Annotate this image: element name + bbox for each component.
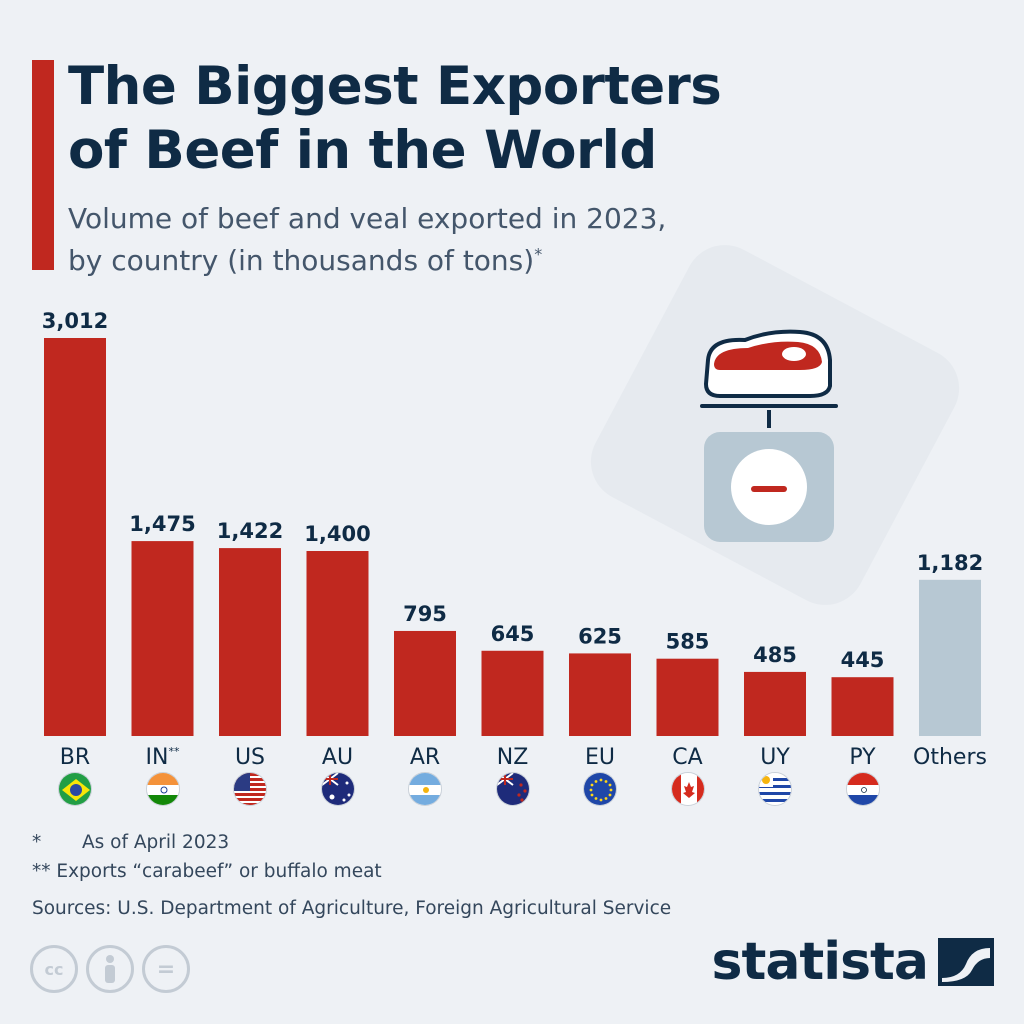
title-accent-bar bbox=[32, 60, 54, 270]
canada-flag-icon bbox=[670, 772, 705, 806]
cc-icon[interactable]: cc bbox=[30, 945, 78, 993]
category-label-us: US bbox=[235, 745, 265, 770]
european-union-flag-icon bbox=[583, 772, 617, 806]
bar-chart: 3,012 BR 1,475 IN** 1,422 US 1,400 AU 795 AR 645 NZ… bbox=[42, 309, 987, 770]
bar-ca bbox=[656, 658, 719, 736]
bar-eu bbox=[569, 653, 631, 736]
statista-brand[interactable]: statista bbox=[712, 932, 994, 992]
uruguay-flag-icon bbox=[758, 772, 792, 806]
category-label-br: BR bbox=[60, 745, 90, 770]
bar-uy bbox=[744, 671, 806, 736]
value-label-eu: 625 bbox=[578, 624, 622, 648]
statista-logo-icon bbox=[938, 938, 994, 986]
category-label-nz: NZ bbox=[497, 745, 529, 770]
category-label-ca: CA bbox=[672, 745, 702, 770]
category-label-in: IN** bbox=[146, 745, 180, 770]
footnotes: * As of April 2023 ** Exports “carabeef” … bbox=[32, 828, 932, 923]
australia-flag-icon bbox=[320, 772, 355, 806]
value-label-br: 3,012 bbox=[42, 309, 108, 333]
brazil-flag-icon bbox=[58, 772, 92, 806]
bar-au bbox=[306, 551, 369, 736]
value-label-nz: 645 bbox=[491, 622, 535, 646]
value-label-py: 445 bbox=[841, 648, 885, 672]
value-label-ar: 795 bbox=[403, 602, 447, 626]
brand-name: statista bbox=[711, 932, 929, 992]
usa-flag-icon bbox=[233, 772, 267, 806]
value-label-uy: 485 bbox=[753, 643, 797, 667]
noderivs-icon-label: = bbox=[156, 956, 176, 982]
category-label-uy: UY bbox=[760, 745, 790, 770]
sources-note: Sources: U.S. Department of Agriculture,… bbox=[32, 898, 672, 919]
subtitle-footnote-marker: * bbox=[534, 244, 543, 264]
value-label-au: 1,400 bbox=[304, 522, 370, 546]
chart-subtitle: Volume of beef and veal exported in 2023… bbox=[68, 198, 968, 282]
paraguay-flag-icon bbox=[845, 772, 880, 806]
bar-in bbox=[131, 541, 194, 736]
chart-title: The Biggest Exporters of Beef in the Wor… bbox=[68, 55, 968, 183]
value-label-in: 1,475 bbox=[129, 512, 195, 536]
bar-py bbox=[831, 677, 894, 736]
title-line-1: The Biggest Exporters bbox=[68, 56, 722, 117]
category-label-ar: AR bbox=[410, 745, 440, 770]
category-marker-in: ** bbox=[168, 745, 180, 758]
bar-others bbox=[919, 579, 981, 736]
subtitle-line-2-text: by country (in thousands of tons) bbox=[68, 244, 535, 277]
bar-ar bbox=[394, 630, 456, 736]
category-label-au: AU bbox=[322, 745, 353, 770]
footnote-1: * As of April 2023 bbox=[32, 828, 932, 857]
value-label-others: 1,182 bbox=[917, 551, 983, 575]
cc-icon-label: cc bbox=[44, 959, 64, 979]
bar-nz bbox=[481, 650, 544, 736]
subtitle-line-2: by country (in thousands of tons)* bbox=[68, 240, 968, 282]
bar-br bbox=[44, 338, 106, 736]
license-icons: cc = bbox=[30, 945, 190, 995]
attribution-icon[interactable] bbox=[86, 945, 134, 993]
meat-on-scale-icon bbox=[700, 329, 838, 542]
category-label-py: PY bbox=[849, 745, 876, 770]
argentina-flag-icon bbox=[408, 772, 442, 806]
noderivs-icon[interactable]: = bbox=[142, 945, 190, 993]
bar-us bbox=[219, 548, 281, 736]
value-label-ca: 585 bbox=[666, 630, 710, 654]
footnote-2: ** Exports “carabeef” or buffalo meat bbox=[32, 861, 382, 882]
subtitle-line-1: Volume of beef and veal exported in 2023… bbox=[68, 202, 667, 235]
footnote-1-text: As of April 2023 bbox=[82, 832, 230, 853]
category-label-eu: EU bbox=[585, 745, 615, 770]
india-flag-icon bbox=[145, 772, 180, 806]
title-line-2: of Beef in the World bbox=[68, 120, 657, 181]
category-label-others: Others bbox=[913, 745, 987, 770]
footnote-1-marker: * bbox=[32, 832, 42, 853]
new-zealand-flag-icon bbox=[495, 772, 530, 806]
value-label-us: 1,422 bbox=[217, 519, 283, 543]
